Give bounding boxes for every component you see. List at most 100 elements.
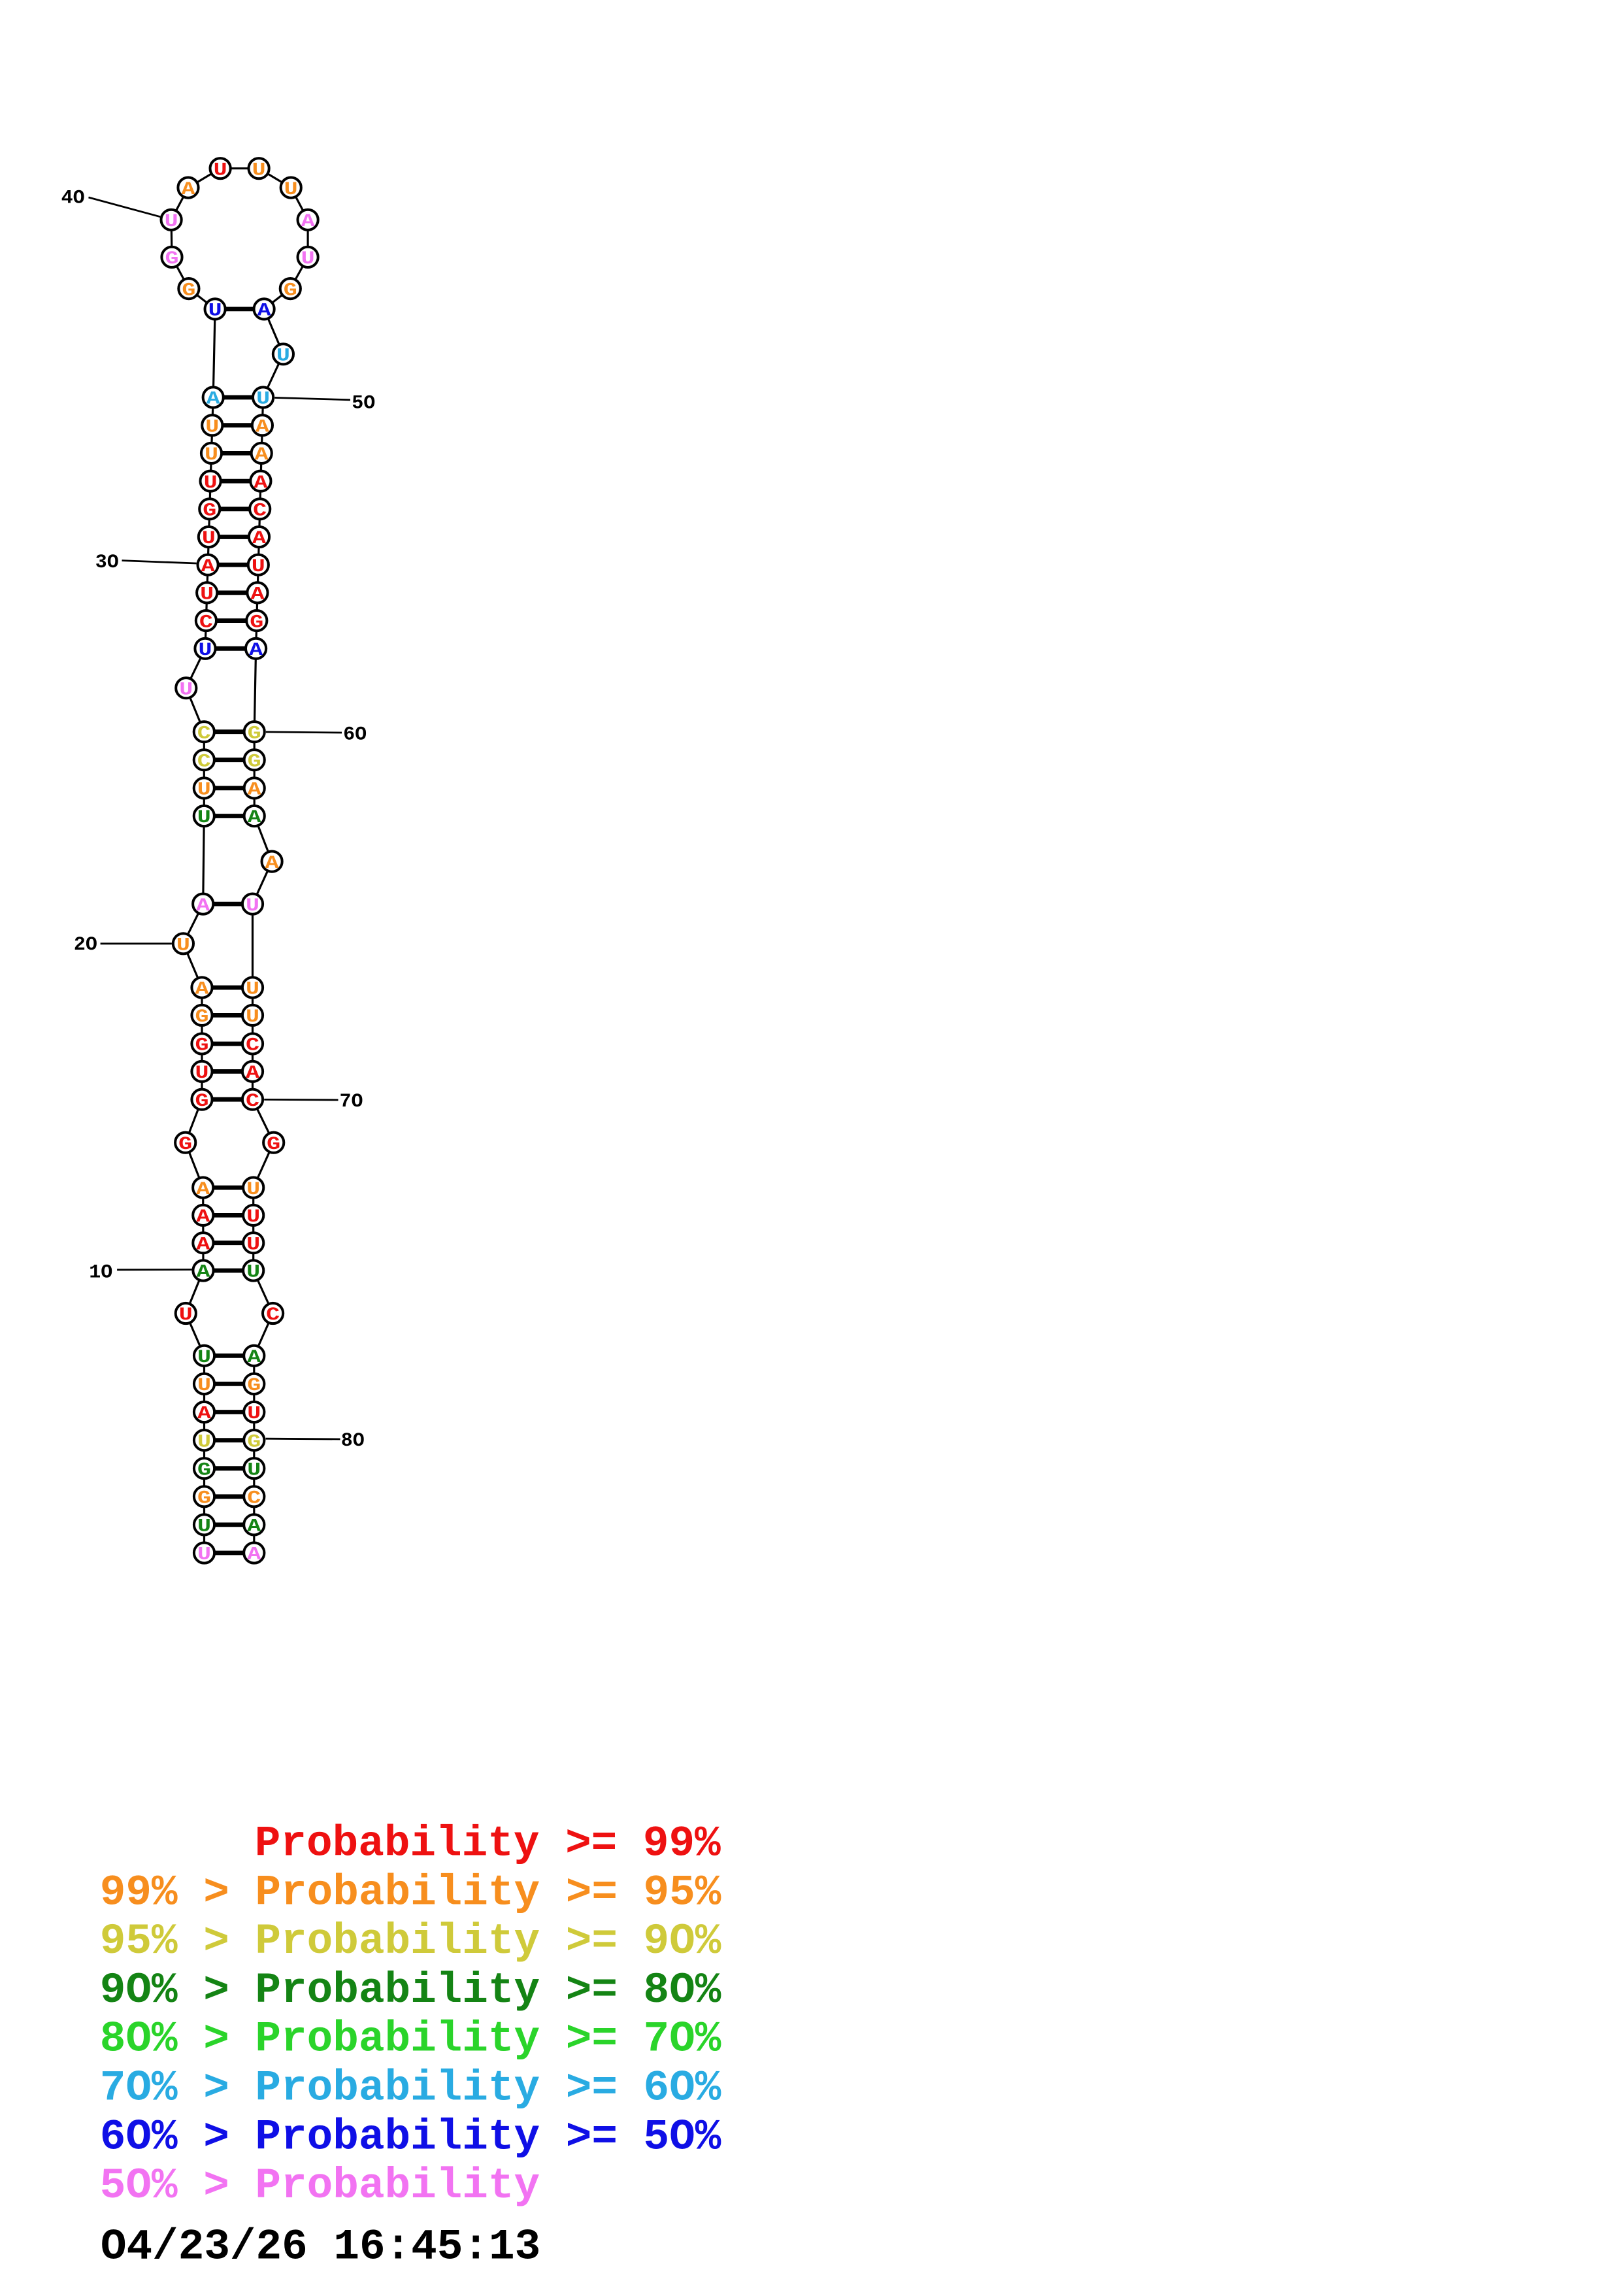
- svg-text:G: G: [248, 752, 261, 772]
- svg-text:G: G: [195, 1036, 209, 1056]
- svg-text:U: U: [205, 417, 219, 437]
- svg-text:U: U: [202, 529, 216, 549]
- svg-text:G: G: [250, 612, 263, 633]
- svg-text:U: U: [246, 1180, 260, 1200]
- svg-text:G: G: [247, 1432, 261, 1452]
- svg-text:G: G: [203, 501, 216, 522]
- svg-text:A: A: [248, 780, 261, 801]
- svg-text:A: A: [195, 980, 209, 1000]
- svg-text:U: U: [246, 980, 259, 1000]
- svg-text:A: A: [247, 1348, 261, 1368]
- svg-text:A: A: [254, 473, 267, 493]
- svg-text:9O% > Probability >= 8O%: 9O% > Probability >= 8O%: [100, 1966, 721, 2015]
- svg-text:U: U: [197, 1432, 211, 1452]
- svg-text:C: C: [197, 724, 211, 744]
- svg-text:U: U: [197, 1348, 211, 1368]
- svg-text:U: U: [301, 249, 315, 269]
- svg-text:Probability >= 99%: Probability >= 99%: [255, 1820, 721, 1869]
- svg-text:U: U: [199, 641, 212, 661]
- svg-text:U: U: [204, 473, 218, 493]
- svg-text:U: U: [179, 1305, 193, 1325]
- svg-text:A: A: [196, 1180, 210, 1200]
- svg-text:G: G: [195, 1007, 209, 1027]
- svg-text:G: G: [178, 1135, 192, 1155]
- svg-text:A: A: [252, 529, 266, 549]
- svg-text:A: A: [197, 1263, 210, 1283]
- svg-text:8O% > Probability >= 7O%: 8O% > Probability >= 7O%: [100, 2015, 721, 2064]
- svg-text:A: A: [196, 896, 210, 916]
- svg-text:U: U: [256, 390, 270, 410]
- svg-text:7O% > Probability >= 6O%: 7O% > Probability >= 6O%: [100, 2064, 721, 2113]
- svg-text:U: U: [246, 1007, 259, 1027]
- svg-text:U: U: [176, 936, 190, 956]
- svg-text:99% > Probability >= 95%: 99% > Probability >= 95%: [100, 1868, 721, 1917]
- svg-text:A: A: [301, 212, 315, 232]
- svg-text:U: U: [197, 1376, 211, 1396]
- svg-text:C: C: [266, 1305, 280, 1325]
- svg-text:U: U: [246, 1235, 260, 1255]
- svg-text:U: U: [252, 557, 265, 577]
- svg-text:G: G: [248, 724, 261, 744]
- svg-text:U: U: [208, 301, 222, 322]
- svg-text:U: U: [246, 1207, 260, 1227]
- svg-text:5O: 5O: [352, 392, 375, 414]
- svg-text:U: U: [195, 1063, 209, 1084]
- svg-text:G: G: [182, 280, 195, 301]
- svg-text:U: U: [197, 780, 211, 801]
- svg-text:A: A: [182, 180, 195, 200]
- svg-text:U: U: [165, 212, 178, 232]
- svg-text:A: A: [247, 1517, 261, 1537]
- svg-text:U: U: [205, 445, 218, 465]
- svg-text:6O: 6O: [343, 724, 367, 746]
- svg-text:A: A: [196, 1207, 210, 1227]
- svg-text:C: C: [247, 1489, 261, 1509]
- svg-text:A: A: [249, 641, 263, 661]
- svg-text:A: A: [196, 1235, 210, 1255]
- svg-text:G: G: [165, 249, 179, 269]
- svg-text:7O: 7O: [340, 1091, 363, 1113]
- svg-text:8O: 8O: [341, 1430, 365, 1452]
- svg-text:95% > Probability >= 9O%: 95% > Probability >= 9O%: [100, 1917, 721, 1966]
- svg-text:U: U: [284, 180, 298, 200]
- svg-text:C: C: [197, 752, 211, 772]
- svg-text:U: U: [276, 346, 290, 367]
- svg-text:U: U: [252, 160, 266, 180]
- svg-text:U: U: [246, 1263, 260, 1283]
- svg-text:U: U: [247, 1460, 261, 1480]
- svg-text:A: A: [248, 808, 261, 828]
- svg-text:U: U: [214, 160, 227, 180]
- svg-text:U: U: [197, 808, 211, 828]
- svg-text:C: C: [246, 1036, 259, 1056]
- svg-text:G: G: [195, 1091, 209, 1112]
- svg-text:A: A: [197, 1404, 211, 1424]
- svg-text:G: G: [197, 1460, 211, 1480]
- svg-text:C: C: [253, 501, 267, 522]
- svg-text:U: U: [197, 1545, 211, 1565]
- svg-text:U: U: [246, 896, 259, 916]
- svg-text:A: A: [265, 854, 279, 874]
- svg-text:A: A: [257, 301, 271, 322]
- svg-text:C: C: [199, 612, 213, 633]
- svg-text:A: A: [247, 1545, 261, 1565]
- svg-text:5O% > Probability: 5O% > Probability: [100, 2161, 540, 2210]
- svg-text:U: U: [200, 585, 214, 605]
- svg-text:A: A: [246, 1063, 259, 1084]
- svg-text:U: U: [247, 1404, 261, 1424]
- svg-text:A: A: [256, 417, 269, 437]
- svg-text:G: G: [247, 1376, 261, 1396]
- svg-text:G: G: [197, 1489, 211, 1509]
- svg-text:2O: 2O: [74, 934, 97, 956]
- svg-text:O4/23/26 16:45:13: O4/23/26 16:45:13: [101, 2222, 540, 2271]
- svg-text:4O: 4O: [61, 188, 85, 210]
- svg-text:3O: 3O: [95, 552, 119, 574]
- svg-text:U: U: [179, 680, 193, 700]
- svg-text:G: G: [267, 1135, 280, 1155]
- svg-text:1O: 1O: [89, 1261, 112, 1284]
- svg-text:U: U: [197, 1517, 211, 1537]
- svg-text:G: G: [284, 280, 297, 301]
- svg-text:A: A: [251, 585, 265, 605]
- svg-text:6O% > Probability >= 5O%: 6O% > Probability >= 5O%: [100, 2112, 721, 2161]
- svg-text:A: A: [201, 557, 215, 577]
- svg-text:A: A: [255, 445, 269, 465]
- svg-text:A: A: [207, 390, 220, 410]
